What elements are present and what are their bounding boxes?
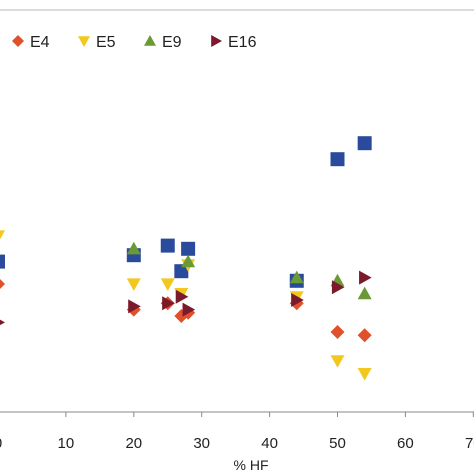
legend-label: E5 [96,34,116,51]
data-point [0,319,5,326]
data-point [357,136,372,151]
data-point [0,279,5,289]
legend-marker [78,36,90,47]
data-point [359,270,372,285]
data-point [357,368,372,381]
x-tick-label: 20 [125,435,142,452]
legend-item: E16 [211,34,257,51]
data-point [181,241,196,256]
x-axis-label: % HF [234,457,269,473]
data-point [175,289,189,304]
x-tick-label: 10 [58,435,75,452]
data-point [160,278,175,291]
legend-marker [211,35,222,47]
data-point [330,325,345,339]
data-point [0,254,5,269]
data-point [126,278,141,291]
legend-label: E9 [162,34,182,51]
legend-item: E5 [78,34,116,51]
data-point [174,264,189,279]
x-tick-label: 30 [193,435,210,452]
data-point [182,302,196,317]
data-point [331,280,345,295]
x-tick-label: 60 [397,435,414,452]
legend-item: E9 [144,34,182,51]
data-point [289,270,304,284]
legend-item: E4 [12,34,50,51]
x-ticks: 01020304050607080 [0,412,474,452]
data-point [357,328,372,343]
data-point [160,238,175,253]
data-points [0,136,372,381]
data-point [181,254,196,268]
legend-label: E4 [30,34,50,51]
x-tick-label: 0 [0,435,2,452]
legend-marker [12,35,24,47]
legend: E4 E5 E9 E16 [12,34,257,51]
data-point [162,296,175,311]
x-tick-label: 70 [465,435,474,452]
data-point [330,152,345,167]
data-point [126,241,141,255]
data-point [291,293,304,307]
data-point [330,355,345,368]
data-point [128,299,141,314]
x-tick-label: 50 [329,435,346,452]
legend-marker [144,35,156,46]
data-point [0,230,5,240]
data-point [357,286,372,300]
x-tick-label: 40 [261,435,278,452]
legend-label: E16 [228,34,257,51]
